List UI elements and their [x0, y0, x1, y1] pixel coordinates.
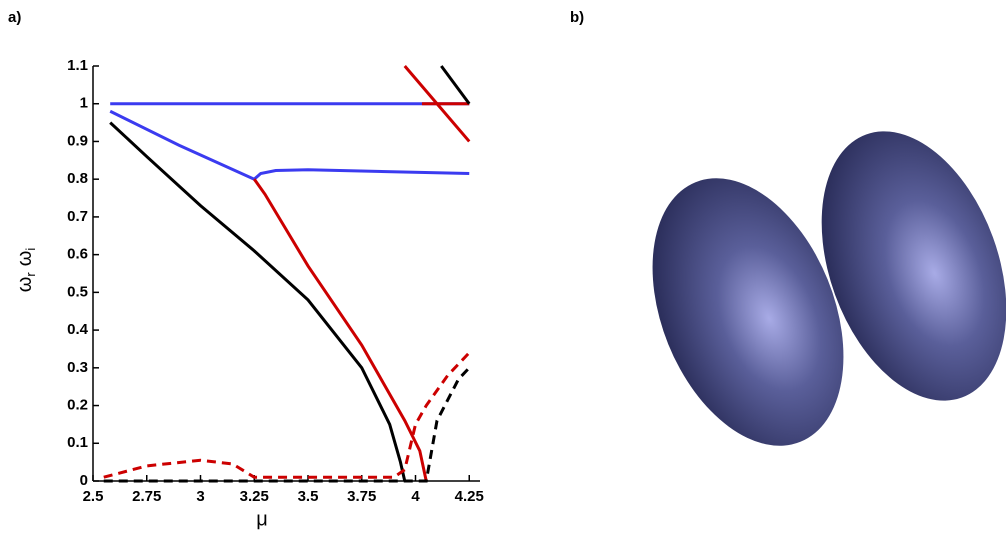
x-tick-label: 4.25 — [455, 488, 484, 505]
y-tick-label: 0.8 — [67, 170, 88, 187]
x-tick-label: 2.5 — [83, 488, 104, 505]
y-label-part: r — [23, 272, 38, 277]
series-line — [103, 366, 471, 483]
y-tick-label: 0.6 — [67, 246, 88, 263]
x-tick-label: 2.75 — [132, 488, 161, 505]
y-tick-label: 0.9 — [67, 132, 88, 149]
y-tick-label: 1.1 — [67, 57, 88, 74]
x-tick-label: 4 — [411, 488, 420, 505]
y-label-part: ω — [14, 251, 36, 267]
series-line — [103, 351, 471, 479]
blob — [821, 131, 1006, 401]
series-line — [253, 178, 428, 482]
series-line — [109, 121, 407, 482]
y-tick-label: 0.7 — [67, 208, 88, 225]
y-tick-label: 0.3 — [67, 359, 88, 376]
y-tick-label: 1 — [80, 95, 88, 112]
y-label-part: ω — [14, 277, 36, 293]
y-label-part: i — [23, 248, 38, 251]
series-line — [440, 65, 471, 105]
x-tick-label: 3.25 — [240, 488, 269, 505]
series-line — [109, 109, 470, 181]
panel-label: a) — [8, 9, 21, 26]
y-axis-label: ωrωi — [14, 248, 38, 293]
panel-label: b) — [570, 9, 584, 26]
isosurface-image — [652, 131, 1006, 446]
x-axis-label: μ — [256, 508, 268, 530]
y-tick-label: 0.2 — [67, 397, 88, 414]
y-tick-label: 0.5 — [67, 283, 88, 300]
y-tick-label: 0.1 — [67, 434, 88, 451]
blob — [652, 178, 844, 446]
y-tick-label: 0 — [80, 472, 88, 489]
x-tick-label: 3.5 — [298, 488, 319, 505]
y-tick-label: 0.4 — [67, 321, 89, 338]
x-tick-label: 3 — [196, 488, 204, 505]
x-tick-label: 3.75 — [347, 488, 376, 505]
